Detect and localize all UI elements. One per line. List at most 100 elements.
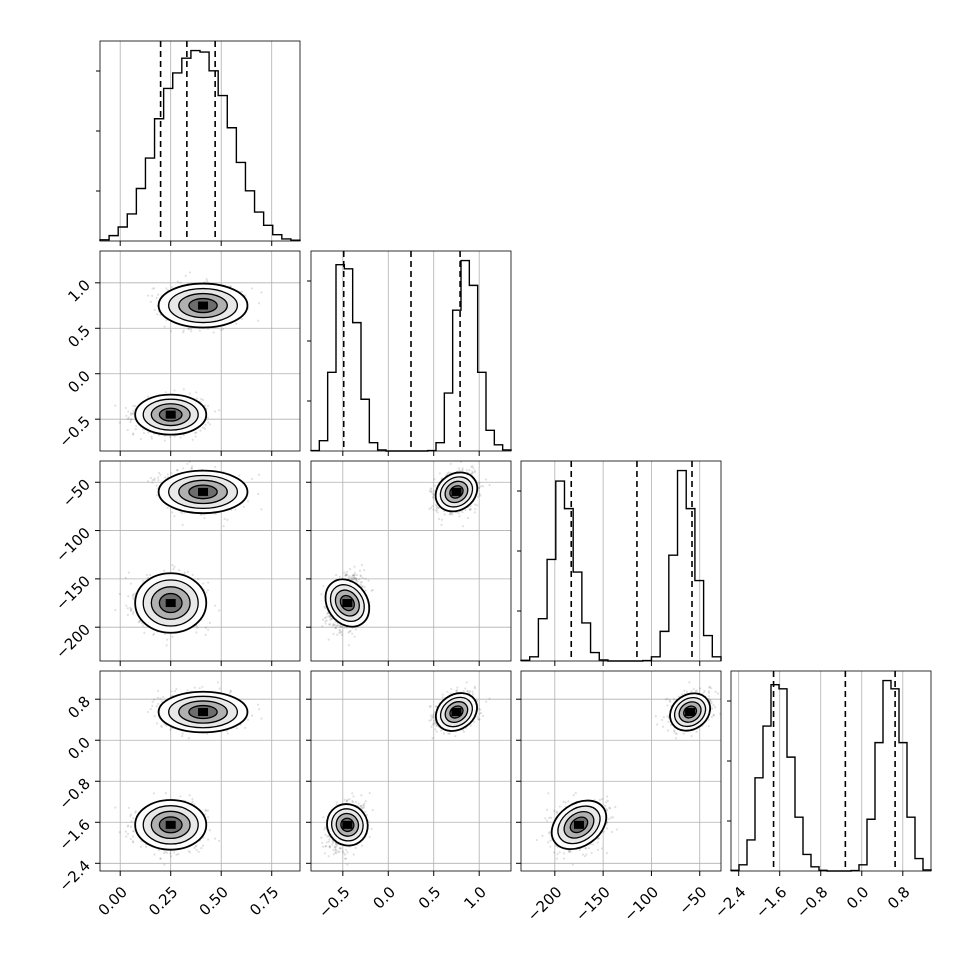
- sample-point: [129, 582, 133, 585]
- sample-point: [355, 579, 358, 582]
- sample-point: [132, 610, 135, 614]
- panel-content: [114, 461, 263, 647]
- sample-point: [204, 626, 208, 629]
- sample-point: [150, 437, 153, 440]
- sample-point: [184, 274, 187, 277]
- sample-point: [175, 469, 179, 472]
- histogram-panel-3: [517, 460, 722, 662]
- sample-point: [188, 271, 192, 274]
- sample-point: [166, 289, 169, 292]
- sample-point: [195, 397, 199, 400]
- sample-point: [207, 816, 210, 819]
- sample-point: [156, 313, 159, 316]
- sample-point: [132, 817, 135, 820]
- sample-point: [132, 841, 135, 844]
- sample-point: [179, 281, 182, 284]
- sample-point: [339, 626, 342, 629]
- sample-point: [485, 478, 488, 481]
- sample-point: [345, 626, 349, 629]
- sample-point: [359, 583, 362, 586]
- sample-point: [203, 427, 206, 430]
- sample-point: [188, 392, 191, 395]
- sample-point: [348, 575, 351, 578]
- panel-frame: [310, 460, 512, 662]
- sample-point: [338, 575, 341, 579]
- sample-point: [151, 481, 154, 484]
- sample-point: [197, 578, 200, 581]
- sample-point: [145, 573, 149, 577]
- sample-point: [152, 633, 155, 637]
- sample-point: [436, 506, 440, 510]
- sample-point: [163, 439, 166, 442]
- sample-point: [467, 516, 470, 520]
- sample-point: [195, 624, 198, 627]
- sample-point: [205, 279, 209, 283]
- scatter-panel-3-2: [310, 460, 512, 662]
- sample-point: [125, 835, 128, 838]
- sample-point: [132, 409, 135, 413]
- sample-point: [166, 473, 169, 476]
- sample-point: [473, 469, 477, 472]
- sample-point: [351, 574, 354, 577]
- sample-point: [477, 487, 480, 490]
- sample-point: [353, 635, 356, 638]
- sample-point: [188, 851, 192, 854]
- sample-point: [331, 624, 334, 627]
- sample-point: [213, 604, 217, 607]
- sample-point: [440, 523, 443, 526]
- sample-point: [166, 638, 169, 641]
- sample-point: [430, 488, 433, 491]
- sample-point: [367, 579, 370, 582]
- sample-point: [449, 462, 452, 466]
- sample-point: [242, 505, 245, 508]
- sample-point: [361, 585, 364, 588]
- sample-point: [358, 578, 361, 581]
- sample-point: [153, 287, 156, 290]
- sample-point: [131, 412, 134, 415]
- histogram-frame: [520, 460, 722, 662]
- sample-point: [131, 835, 135, 838]
- sample-point: [469, 507, 473, 511]
- sample-point: [346, 574, 349, 577]
- sample-point: [218, 609, 221, 612]
- sample-point: [428, 489, 431, 493]
- panel-frame: [99, 460, 301, 662]
- sample-point: [434, 503, 437, 506]
- sample-point: [172, 851, 176, 854]
- sample-point: [431, 504, 434, 508]
- sample-point: [183, 571, 186, 574]
- sample-point: [166, 506, 169, 510]
- sample-point: [165, 287, 168, 290]
- sample-point: [338, 631, 341, 634]
- sample-point: [191, 573, 194, 576]
- sample-point: [164, 476, 167, 479]
- sample-point: [157, 471, 161, 474]
- sample-point: [223, 517, 226, 521]
- sample-point: [355, 573, 359, 577]
- sample-point: [465, 469, 468, 472]
- histogram-step: [99, 49, 301, 241]
- sample-point: [323, 605, 326, 608]
- sample-point: [229, 285, 232, 288]
- sample-point: [348, 630, 351, 633]
- sample-point: [354, 577, 357, 580]
- sample-point: [132, 432, 135, 435]
- sample-point: [132, 597, 135, 600]
- sample-point: [235, 322, 238, 325]
- sample-point: [327, 638, 330, 641]
- sample-point: [433, 484, 437, 487]
- sample-point: [472, 467, 475, 470]
- sample-point: [471, 470, 474, 473]
- sample-point: [343, 626, 346, 629]
- sample-point: [141, 580, 145, 583]
- sample-point: [159, 313, 162, 317]
- sample-point: [461, 467, 464, 470]
- sample-point: [352, 576, 356, 579]
- sample-point: [218, 409, 221, 412]
- sample-point: [338, 629, 342, 632]
- sample-point: [204, 423, 207, 426]
- sample-point: [124, 576, 127, 579]
- sample-point: [188, 461, 191, 463]
- sample-point: [370, 589, 373, 592]
- sample-point: [250, 477, 254, 481]
